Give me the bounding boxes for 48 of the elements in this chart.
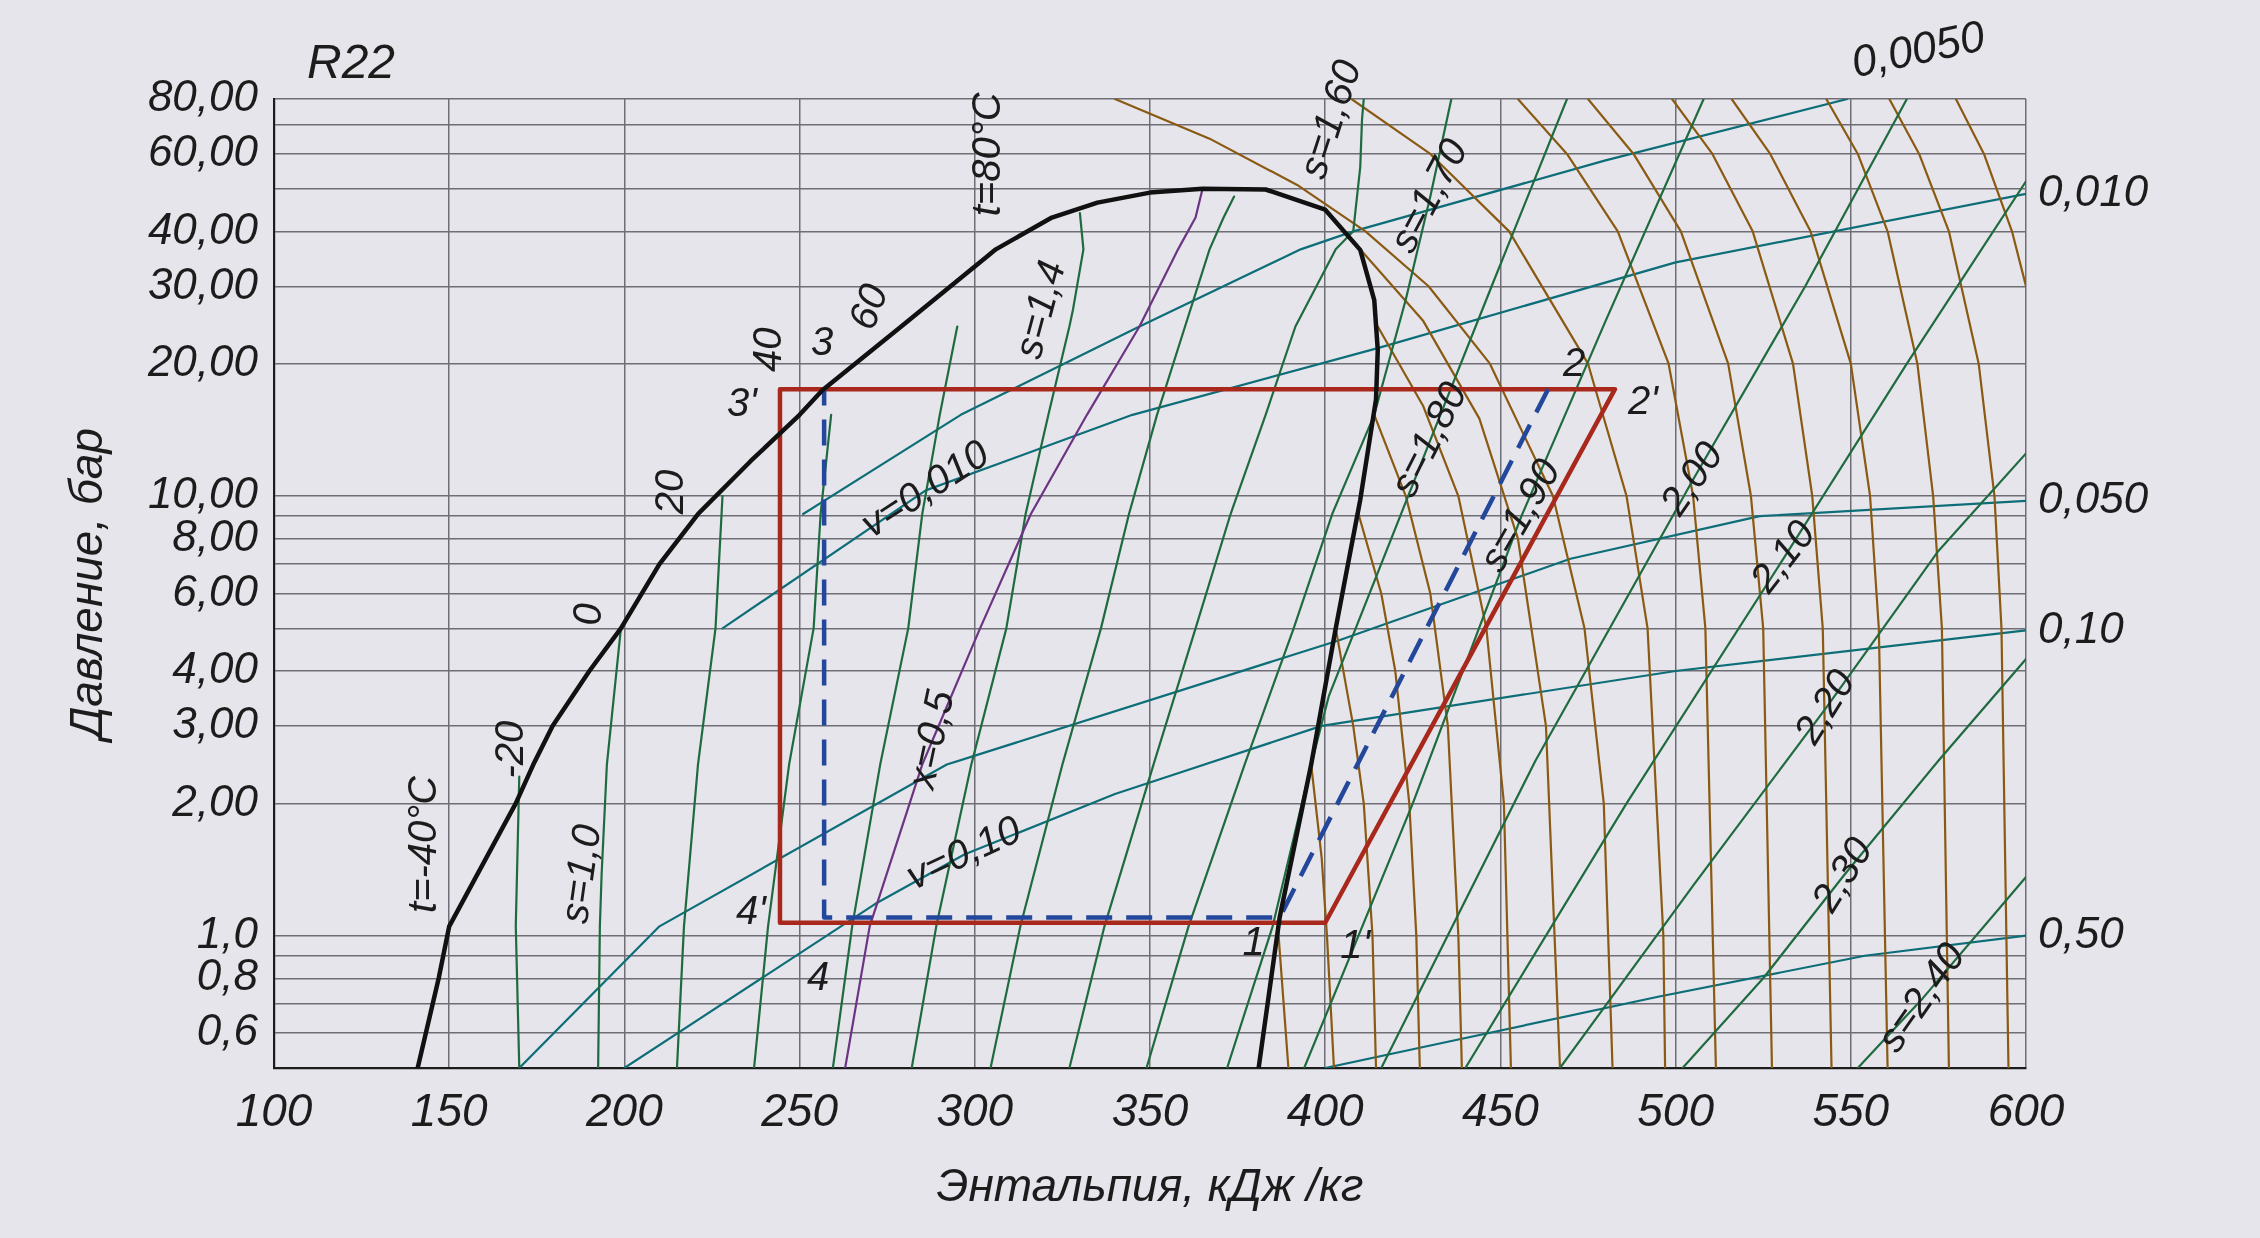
y-tick-label: 10,00 xyxy=(147,468,259,518)
y-tick-label: 2,00 xyxy=(171,775,259,825)
x-tick-label: 450 xyxy=(1462,1084,1540,1137)
annotation: 20 xyxy=(647,469,692,516)
x-tick-label: 200 xyxy=(585,1084,664,1137)
y-tick-label: 30,00 xyxy=(147,258,259,308)
y-tick-label: 20,00 xyxy=(146,335,259,385)
x-axis-title: Энтальпия, кДж /кг xyxy=(936,1159,1364,1212)
annotation: 0,0050 xyxy=(1846,10,1990,87)
annotation: 0,050 xyxy=(2038,473,2149,523)
annotation: s=1,4 xyxy=(1005,255,1074,363)
annotation: 0 xyxy=(565,603,610,626)
x-tick-label: 250 xyxy=(760,1084,839,1137)
annotation: 0,10 xyxy=(2038,602,2125,652)
annotation: 4' xyxy=(736,887,768,932)
y-tick-label: 0,6 xyxy=(196,1005,259,1055)
x-tick-label: 300 xyxy=(936,1084,1014,1137)
annotation: t=-40°C xyxy=(400,774,445,913)
x-tick-label: 600 xyxy=(1987,1084,2065,1137)
annotation: s=1,70 xyxy=(1379,131,1476,260)
annotation: 2' xyxy=(1627,378,1660,423)
x-tick-label: 400 xyxy=(1286,1084,1364,1137)
y-tick-label: 3,00 xyxy=(172,698,259,748)
annotation: 60 xyxy=(839,278,896,335)
annotation: -20 xyxy=(487,720,532,779)
annotation: x=0,5 xyxy=(897,685,962,795)
annotation: 3' xyxy=(727,380,759,425)
y-tick-label: 40,00 xyxy=(147,203,259,253)
annotation: t=80°C xyxy=(963,91,1008,217)
chart-title: R22 xyxy=(306,35,396,89)
annotation: s=1,60 xyxy=(1289,54,1369,184)
annotation: 3 xyxy=(811,319,834,364)
annotation: s=1,0 xyxy=(551,821,609,926)
annotation: s=1,80 xyxy=(1380,374,1475,503)
x-tick-label: 350 xyxy=(1111,1084,1189,1137)
y-tick-label: 1,0 xyxy=(196,907,259,957)
x-tick-label: 550 xyxy=(1812,1084,1890,1137)
y-tick-label: 60,00 xyxy=(147,126,259,176)
annotation: 40 xyxy=(744,327,789,373)
y-axis-title: Давление, бар xyxy=(60,427,113,745)
y-tick-label: 80,00 xyxy=(147,71,259,121)
x-tick-label: 500 xyxy=(1637,1084,1715,1137)
y-tick-label: 4,00 xyxy=(172,643,259,693)
x-tick-label: 100 xyxy=(235,1084,313,1137)
x-tick-label: 150 xyxy=(410,1084,488,1137)
y-tick-label: 6,00 xyxy=(172,565,259,615)
annotation: 0,010 xyxy=(2038,166,2149,215)
annotation: 0,50 xyxy=(2038,907,2125,957)
